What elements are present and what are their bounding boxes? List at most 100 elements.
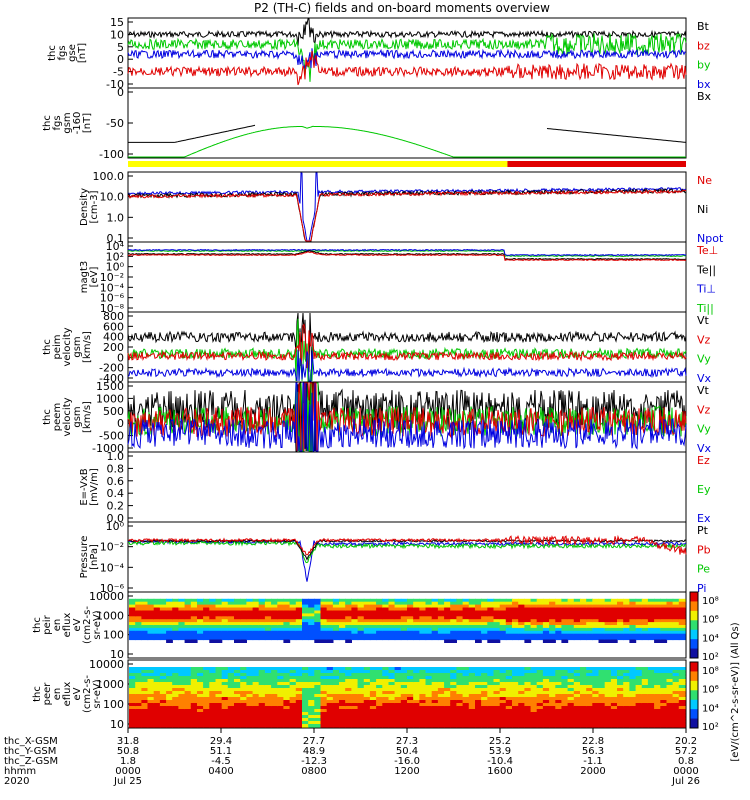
spectrogram-cell — [635, 679, 643, 683]
spectrogram-cell — [592, 682, 600, 686]
spectrogram-cell — [271, 694, 278, 698]
spectrogram-cell — [654, 712, 661, 716]
spectrogram-cell — [425, 712, 433, 716]
spectrogram-cell — [264, 703, 272, 707]
spectrogram-cell — [586, 619, 593, 623]
spectrogram-cell — [369, 616, 377, 620]
spectrogram-cell — [382, 613, 390, 617]
spectrogram-cell — [240, 667, 247, 671]
spectrogram-cell — [468, 706, 476, 710]
spectrogram-cell — [604, 601, 612, 606]
spectrogram-cell — [203, 718, 210, 722]
panel-frame — [127, 451, 687, 523]
spectrogram-cell — [549, 639, 556, 643]
spectrogram-cell — [240, 627, 247, 632]
spectrogram-cell — [647, 712, 655, 716]
spectrogram-cell — [209, 627, 217, 632]
spectrogram-cell — [580, 721, 587, 725]
spectrogram-cell — [425, 715, 433, 719]
spectrogram-cell — [617, 616, 624, 620]
spectrogram-cell — [580, 679, 587, 683]
spectrogram-cell — [283, 694, 291, 698]
spectrogram-cell — [376, 616, 383, 620]
spectrogram-cell — [654, 633, 661, 638]
spectrogram-cell — [666, 724, 674, 728]
spectrogram-cell — [505, 709, 513, 713]
spectrogram-cell — [302, 625, 309, 629]
spectrogram-cell — [369, 697, 377, 701]
colorbar-swatch — [690, 662, 698, 672]
spectrogram-cell — [580, 709, 587, 713]
spectrogram-cell — [388, 694, 396, 698]
spectrogram-cell — [524, 622, 532, 626]
spectrogram-cell — [505, 630, 513, 635]
spectrogram-cell — [468, 700, 476, 704]
spectrogram-cell — [246, 619, 254, 623]
spectrogram-cell — [635, 691, 643, 695]
spectrogram-cell — [264, 598, 272, 603]
spectrogram-cell — [549, 601, 556, 606]
spectrogram-cell — [184, 598, 192, 603]
spectrogram-cell — [450, 598, 457, 603]
spectrogram-cell — [468, 712, 476, 716]
spectrogram-cell — [462, 679, 470, 683]
spectrogram-cell — [481, 724, 488, 728]
spectrogram-cell — [308, 700, 315, 704]
spectrogram-cell — [271, 630, 278, 635]
spectrogram-cell — [369, 630, 377, 635]
spectrogram-cell — [258, 712, 266, 716]
spectrogram-cell — [203, 685, 210, 689]
orbit-region-bar — [128, 161, 686, 167]
spectrogram-cell — [610, 667, 618, 671]
spectrogram-cell — [129, 607, 136, 611]
spectrogram-cell — [598, 721, 606, 725]
spectrogram-cell — [524, 667, 532, 671]
trace-peem — [127, 382, 687, 452]
spectrogram-cell — [203, 721, 210, 725]
spectrogram-cell — [555, 607, 563, 611]
spectrogram-cell — [351, 601, 359, 606]
spectrogram-cell — [487, 630, 495, 635]
spectrogram-cell — [363, 715, 371, 719]
spectrogram-cell — [215, 694, 223, 698]
spectrogram-cell — [135, 636, 142, 641]
spectrogram-cell — [326, 630, 334, 635]
spectrogram-cell — [172, 724, 179, 728]
spectrogram-cell — [129, 691, 136, 695]
spectrogram-cell — [505, 636, 513, 641]
spectrogram-cell — [481, 616, 488, 620]
spectrogram-cell — [382, 616, 390, 620]
spectrogram-cell — [586, 627, 593, 632]
spectrogram-cell — [660, 607, 668, 611]
spectrogram-cell — [159, 694, 167, 698]
spectrogram-cell — [629, 679, 637, 683]
spectrogram-cell — [302, 636, 309, 641]
spectrogram-cell — [129, 625, 136, 629]
spectrogram-cell — [369, 622, 377, 626]
spectrogram-cell — [172, 685, 179, 689]
y-tick-label: 1.0 — [107, 211, 125, 224]
spectrogram-cell — [345, 630, 352, 635]
spectrogram-cell — [184, 610, 192, 614]
spectrogram-cell — [524, 724, 532, 728]
spectrogram-cell — [542, 633, 550, 638]
spectrogram-cell — [345, 673, 352, 677]
spectrogram-cell — [524, 630, 532, 635]
spectrogram-cell — [147, 610, 155, 614]
spectrogram-cell — [647, 633, 655, 638]
spectrogram-cell — [258, 630, 266, 635]
spectrogram-cell — [320, 633, 328, 638]
spectrogram-cell — [635, 676, 643, 680]
spectrogram-cell — [277, 712, 285, 716]
spectrogram-cell — [203, 712, 210, 716]
spectrogram-cell — [215, 639, 223, 643]
spectrogram-cell — [227, 607, 235, 611]
spectrogram-cell — [437, 712, 445, 716]
spectrogram-cell — [647, 667, 655, 671]
spectrogram-cell — [580, 694, 587, 698]
spectrogram-cell — [512, 622, 519, 626]
spectrogram-cell — [172, 682, 179, 686]
y-axis-label-line: peir — [42, 614, 53, 634]
spectrogram-cell — [629, 688, 637, 692]
spectrogram-cell — [339, 604, 346, 609]
